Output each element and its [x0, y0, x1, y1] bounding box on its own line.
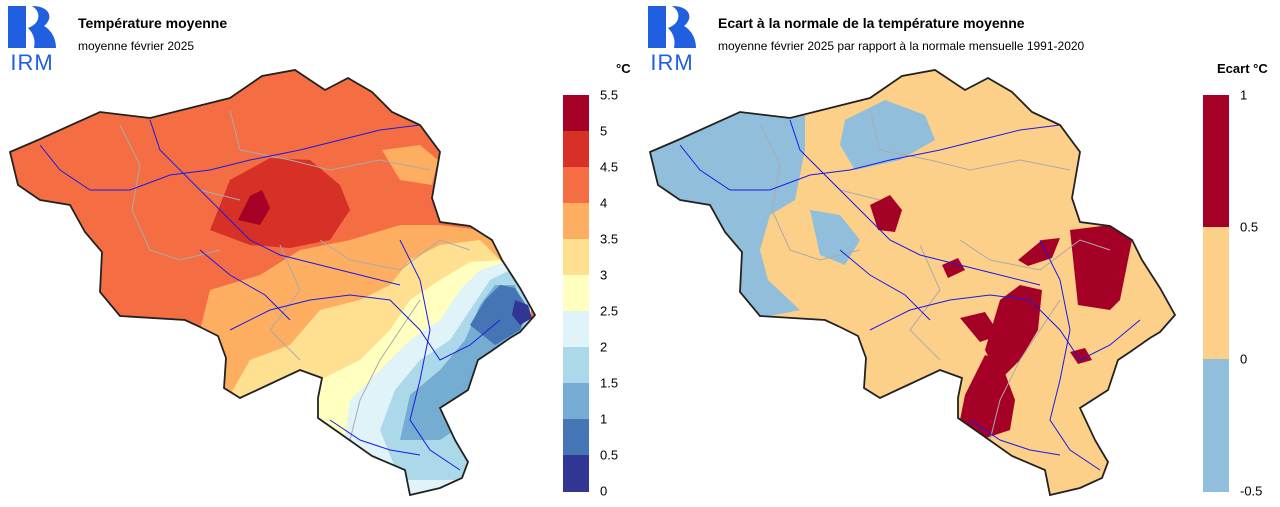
- legend-tick-label: 2: [600, 339, 608, 355]
- irm-logo: IRM: [646, 4, 698, 75]
- rivers: [679, 119, 1141, 471]
- legend-swatch: [563, 131, 589, 168]
- legend-swatch: [563, 239, 589, 276]
- legend-tick-label: 1: [1240, 87, 1248, 103]
- legend-tick-label: 5: [600, 123, 608, 139]
- legend-tick-label: 3: [600, 267, 608, 283]
- legend-tick-label: 4: [600, 195, 608, 211]
- legend-swatch: [1203, 359, 1229, 492]
- legend-unit: Ecart °C: [1217, 61, 1268, 76]
- legend-tick-label: 3.5: [600, 231, 619, 247]
- legend-swatch: [563, 383, 589, 420]
- anomaly-fill: [650, 70, 1175, 495]
- legend-swatch: [563, 455, 589, 492]
- belgium-border: [8, 69, 537, 497]
- logo-text: IRM: [650, 50, 694, 75]
- legend-swatch: [563, 347, 589, 384]
- panel-title: Température moyenne: [78, 15, 228, 31]
- legend-color-bar: [1203, 95, 1229, 492]
- legend-color-bar: [563, 95, 589, 492]
- panel-subtitle: moyenne février 2025 par rapport à la no…: [718, 39, 1085, 53]
- legend-tick-label: 2.5: [600, 303, 619, 319]
- legend-tick-label: 0.5: [600, 447, 619, 463]
- legend-tick-label: 0.5: [1240, 219, 1259, 235]
- mean-temperature-panel: IRM Température moyenne moyenne février …: [6, 4, 631, 499]
- legend-swatch: [563, 203, 589, 240]
- belgium-temperature-map: [8, 69, 537, 497]
- belgium-border: [648, 69, 1177, 497]
- legend-swatch: [1203, 227, 1229, 360]
- legend-tick-label: -0.5: [1240, 483, 1263, 499]
- legend-swatch: [563, 95, 589, 132]
- legend-tick-label: 5.5: [600, 87, 619, 103]
- panel-title: Ecart à la normale de la température moy…: [718, 15, 1025, 31]
- legend-tick-label: 1: [600, 411, 608, 427]
- panel-subtitle: moyenne février 2025: [78, 39, 195, 53]
- temperature-anomaly-panel: IRM Ecart à la normale de la température…: [640, 0, 1280, 507]
- legend-tick-label: 4.5: [600, 159, 619, 175]
- legend-tick-label: 0: [600, 483, 608, 499]
- legend-swatch: [563, 275, 589, 312]
- legend-tick-label: 0: [1240, 351, 1248, 367]
- irm-logo-icon: [8, 6, 56, 48]
- logo-text: IRM: [10, 50, 54, 75]
- legend-swatch: [563, 419, 589, 456]
- irm-logo-icon: [648, 6, 696, 48]
- belgium-anomaly-map: [648, 69, 1177, 497]
- legend-unit: °C: [616, 61, 631, 76]
- legend-swatch: [563, 311, 589, 348]
- rivers: [39, 119, 501, 471]
- irm-logo: IRM: [6, 4, 58, 75]
- admin-boundaries: [119, 109, 471, 441]
- legend-tick-label: 1.5: [600, 375, 619, 391]
- legend-swatch: [563, 167, 589, 204]
- temperature-fill: [10, 70, 535, 495]
- legend-swatch: [1203, 95, 1229, 228]
